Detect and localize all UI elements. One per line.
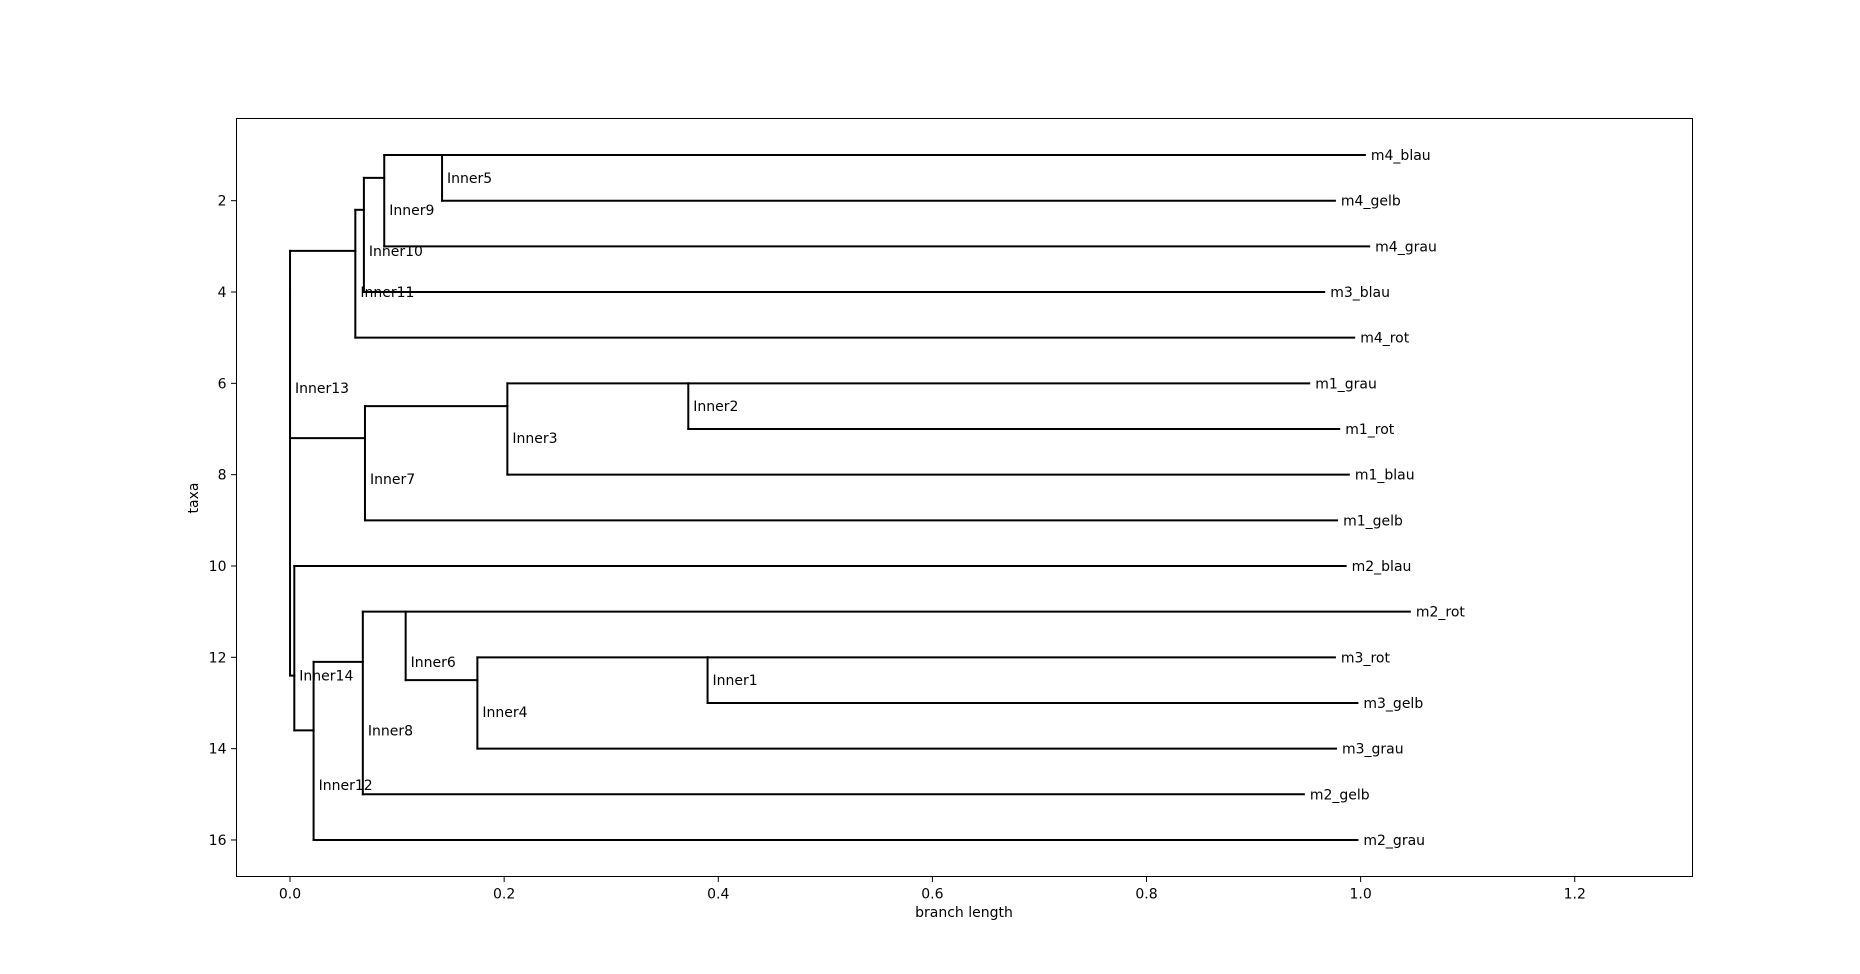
leaf-label-m1-gelb: m1_gelb [1343, 513, 1403, 529]
leaf-label-m3-grau: m3_grau [1342, 742, 1404, 758]
leaf-label-m1-blau: m1_blau [1355, 468, 1415, 484]
leaf-label-m4-grau: m4_grau [1375, 239, 1437, 255]
leaf-label-m4-rot: m4_rot [1360, 331, 1410, 347]
clade-label-inner12: Inner12 [319, 778, 373, 794]
clade-label-inner14: Inner14 [299, 669, 353, 685]
leaf-label-m4-blau: m4_blau [1371, 148, 1431, 164]
leaf-labels: m4_blau m4_gelb m4_grau m3_blau m4_rot m1_gra… [1310, 148, 1466, 849]
x-axis: 0.0 0.2 0.4 0.6 0.8 1.0 1.2 [279, 876, 1586, 903]
y-axis: 2 4 6 8 10 12 14 16 [209, 194, 237, 849]
tree-branches [289, 154, 1411, 841]
clade-label-inner1: Inner1 [713, 673, 758, 689]
clade-label-inner9: Inner9 [389, 203, 434, 219]
leaf-label-m2-blau: m2_blau [1352, 559, 1412, 575]
plot-frame [236, 118, 1693, 877]
y-tick-label: 10 [209, 559, 227, 575]
x-tick-label: 0.8 [1135, 887, 1157, 903]
clade-label-inner11: Inner11 [360, 285, 414, 301]
leaf-label-m1-rot: m1_rot [1345, 422, 1395, 438]
y-tick-label: 6 [218, 376, 227, 392]
clade-label-inner10: Inner10 [369, 244, 423, 260]
x-tick-label: 1.2 [1564, 887, 1586, 903]
clade-label-inner8: Inner8 [368, 723, 413, 739]
clade-label-inner3: Inner3 [512, 431, 557, 447]
y-tick-label: 12 [209, 650, 227, 666]
leaf-label-m2-gelb: m2_gelb [1310, 787, 1370, 803]
y-tick-label: 4 [218, 285, 227, 301]
y-axis-title: taxa [186, 483, 202, 514]
x-axis-title: branch length [915, 905, 1013, 921]
leaf-label-m3-blau: m3_blau [1330, 285, 1390, 301]
leaf-label-m4-gelb: m4_gelb [1341, 194, 1401, 210]
x-tick-label: 0.6 [921, 887, 943, 903]
clade-label-inner4: Inner4 [482, 705, 527, 721]
clade-label-inner7: Inner7 [370, 472, 415, 488]
y-tick-label: 8 [218, 468, 227, 484]
y-tick-label: 2 [218, 194, 227, 210]
y-tick-label: 14 [209, 742, 227, 758]
leaf-label-m2-grau: m2_grau [1363, 833, 1425, 849]
clade-label-inner2: Inner2 [693, 399, 738, 415]
clade-label-inner5: Inner5 [447, 171, 492, 187]
leaf-label-m3-rot: m3_rot [1341, 650, 1391, 666]
x-tick-label: 0.2 [493, 887, 515, 903]
leaf-label-m1-grau: m1_grau [1315, 376, 1377, 392]
clade-labels: Inner13 Inner11 Inner10 Inner9 Inner5 Inner7 I… [295, 171, 758, 794]
x-tick-label: 1.0 [1349, 887, 1371, 903]
x-tick-label: 0.0 [279, 887, 301, 903]
clade-label-inner6: Inner6 [411, 655, 456, 671]
leaf-label-m2-rot: m2_rot [1416, 605, 1466, 621]
x-tick-label: 0.4 [707, 887, 729, 903]
leaf-label-m3-gelb: m3_gelb [1363, 696, 1423, 712]
y-tick-label: 16 [209, 833, 227, 849]
clade-label-inner13: Inner13 [295, 381, 349, 397]
